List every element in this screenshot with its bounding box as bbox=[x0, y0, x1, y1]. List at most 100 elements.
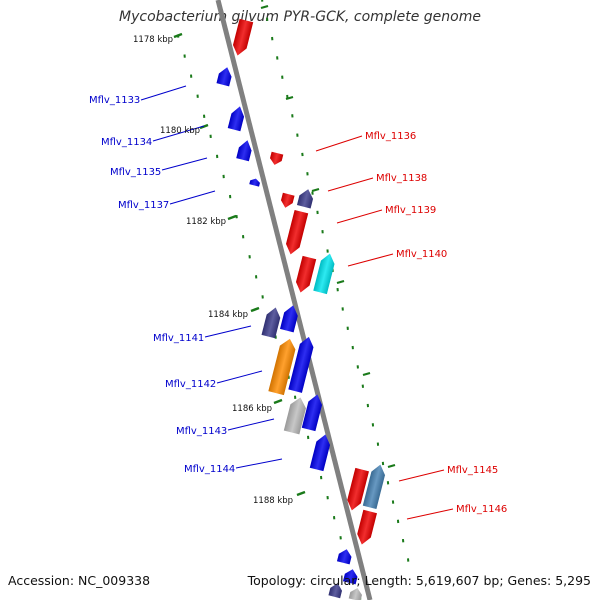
tick-minor bbox=[387, 463, 396, 469]
tick-mark bbox=[227, 214, 237, 221]
tick-marks bbox=[173, 4, 396, 497]
tick-label: 1186 kbp bbox=[232, 404, 272, 414]
map-title: Mycobacterium gilvum PYR-GCK, complete g… bbox=[119, 9, 481, 25]
gene-red-small bbox=[281, 192, 295, 208]
tick-mark bbox=[273, 398, 283, 405]
connector-left bbox=[140, 85, 187, 101]
gene-red-small-shade bbox=[281, 192, 295, 208]
gene-features bbox=[216, 18, 385, 600]
tick-label: 1188 kbp bbox=[253, 496, 293, 506]
gene-mflv-1140 bbox=[313, 253, 335, 295]
gene-mflv-1141-b bbox=[280, 305, 298, 333]
gene-mflv-1140-a-shade bbox=[296, 255, 317, 293]
gene-mflv-1137 bbox=[249, 178, 260, 187]
tick-mark bbox=[250, 306, 260, 313]
gene-gray-bottom-shade bbox=[348, 588, 362, 600]
tick-label: 1184 kbp bbox=[208, 310, 248, 320]
connector-right bbox=[327, 177, 374, 192]
gene-mflv-1133 bbox=[216, 67, 232, 87]
gene-mflv-1139 bbox=[286, 209, 309, 255]
gene-mflv-1140-a bbox=[296, 255, 317, 293]
gene-label-right: Mflv_1146 bbox=[456, 504, 507, 515]
gene-label-right: Mflv_1145 bbox=[447, 465, 498, 476]
gene-mflv-1144-shade bbox=[309, 434, 330, 472]
gene-label-left: Mflv_1141 bbox=[153, 333, 204, 344]
gene-mflv-1138 bbox=[297, 189, 314, 209]
connector-left bbox=[216, 370, 263, 384]
tick-mark bbox=[173, 32, 183, 39]
gene-mflv-1136-shade bbox=[270, 151, 284, 165]
gene-label-left: Mflv_1135 bbox=[110, 167, 161, 178]
connector-right bbox=[398, 469, 445, 482]
tick-minor bbox=[362, 371, 371, 377]
gene-label-right: Mflv_1140 bbox=[396, 249, 447, 260]
connector-left bbox=[227, 418, 275, 431]
tick-label: 1182 kbp bbox=[186, 217, 226, 227]
gene-mflv-1137-shade bbox=[249, 178, 260, 187]
gene-mflv-1145-a bbox=[347, 467, 369, 511]
accession-label: Accession: NC_009338 bbox=[8, 573, 151, 588]
gene-red bbox=[233, 18, 254, 56]
gene-mflv-1142 bbox=[268, 338, 296, 396]
gene-label-left: Mflv_1137 bbox=[118, 200, 169, 211]
genome-summary: Topology: circular; Length: 5,619,607 bp… bbox=[247, 573, 591, 588]
gene-mflv-1133-shade bbox=[216, 67, 232, 87]
connector-right bbox=[336, 209, 383, 224]
gene-mflv-1136 bbox=[270, 151, 284, 165]
connector-right bbox=[406, 508, 454, 520]
gene-mflv-1146 bbox=[357, 509, 377, 545]
label-connectors bbox=[140, 85, 454, 520]
gene-mflv-1139-shade bbox=[286, 209, 309, 255]
gene-label-left: Mflv_1143 bbox=[176, 426, 227, 437]
gene-mflv-1138-shade bbox=[297, 189, 314, 209]
gene-label-left: Mflv_1134 bbox=[101, 137, 152, 148]
gene-mflv-1146-shade bbox=[357, 509, 377, 545]
gene-slate-bottom-shade bbox=[328, 583, 342, 599]
gene-mflv-1140-shade bbox=[313, 253, 335, 295]
tick-minor bbox=[311, 187, 320, 193]
tick-minor bbox=[336, 279, 345, 285]
backbone bbox=[215, 0, 373, 600]
gene-mflv-1142-b bbox=[288, 336, 314, 393]
gene-label-right: Mflv_1139 bbox=[385, 205, 436, 216]
tick-minor bbox=[285, 95, 294, 101]
gene-mflv-1141-b-shade bbox=[280, 305, 298, 333]
tick-mark bbox=[296, 490, 306, 497]
gene-slate-bottom bbox=[328, 583, 342, 599]
gene-mflv-1134-shade bbox=[227, 106, 245, 132]
gene-red-shade bbox=[233, 18, 254, 56]
gene-label-right: Mflv_1136 bbox=[365, 131, 416, 142]
connector-left bbox=[152, 125, 205, 142]
text-labels: 1178 kbp 1180 kbp 1182 kbp 1184 kbp 1186 kbp… bbox=[89, 35, 507, 515]
gene-blue-bottom-1-shade bbox=[336, 549, 352, 565]
connector-right bbox=[347, 253, 394, 267]
gene-mflv-1141-shade bbox=[261, 307, 281, 339]
tick-label: 1180 kbp bbox=[160, 126, 200, 136]
gene-mflv-1142-b-shade bbox=[288, 336, 314, 393]
gene-mflv-1134 bbox=[227, 106, 245, 132]
gene-mflv-1135-shade bbox=[236, 140, 252, 162]
gene-gray-bottom bbox=[348, 588, 362, 600]
gene-label-left: Mflv_1142 bbox=[165, 379, 216, 390]
gene-mflv-1143 bbox=[283, 397, 306, 435]
connector-left bbox=[161, 157, 208, 171]
gene-mflv-1143-shade bbox=[283, 397, 306, 435]
gene-blue-bottom-1 bbox=[336, 549, 352, 565]
gene-label-left: Mflv_1144 bbox=[184, 464, 235, 475]
gene-label-right: Mflv_1138 bbox=[376, 173, 427, 184]
connector-right bbox=[315, 135, 363, 152]
gene-blue-bottom-2 bbox=[342, 569, 358, 585]
gene-mflv-1145-shade bbox=[362, 464, 385, 510]
gene-blue-bottom-2-shade bbox=[342, 569, 358, 585]
tick-minor bbox=[260, 4, 269, 10]
connector-left bbox=[204, 325, 252, 338]
gene-label-left: Mflv_1133 bbox=[89, 95, 140, 106]
gene-mflv-1145-a-shade bbox=[347, 467, 369, 511]
tick-label: 1178 kbp bbox=[133, 35, 173, 45]
gene-mflv-1143-b-shade bbox=[301, 394, 322, 432]
gene-mflv-1144 bbox=[309, 434, 330, 472]
gene-mflv-1143-b bbox=[301, 394, 322, 432]
connector-left bbox=[235, 458, 283, 469]
connector-left bbox=[169, 190, 216, 205]
